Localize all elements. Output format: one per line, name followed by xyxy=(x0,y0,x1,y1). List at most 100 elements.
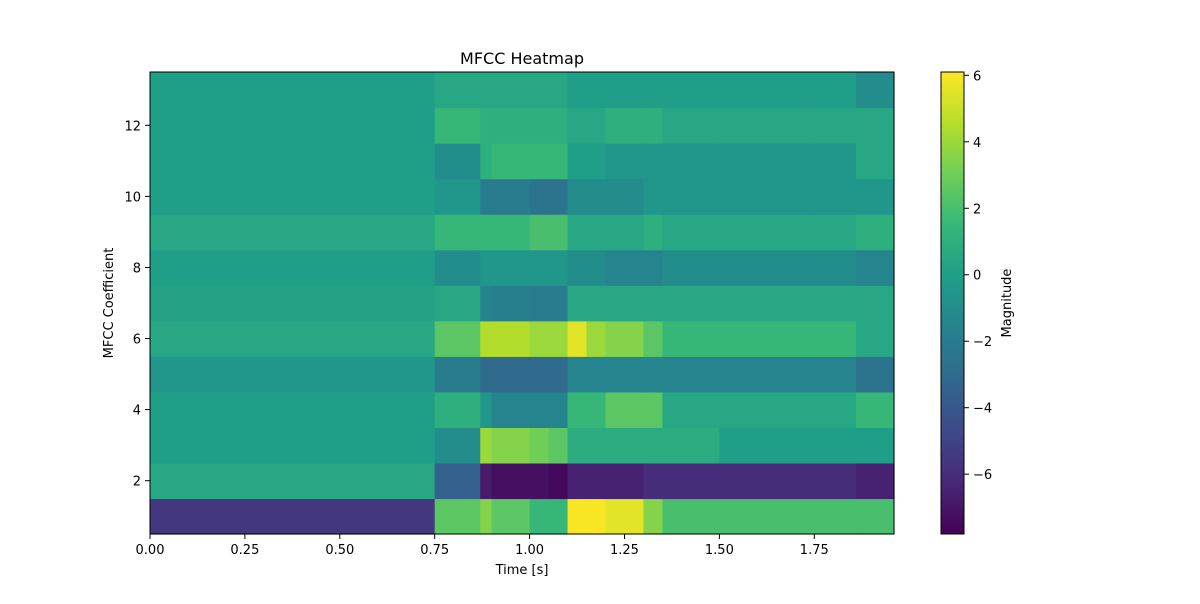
heatmap-cell xyxy=(567,462,588,500)
colorbar-tick-label: −6 xyxy=(973,468,992,483)
y-tick-label: 2 xyxy=(133,475,141,490)
heatmap-cell xyxy=(605,72,645,109)
heatmap-cell xyxy=(548,320,569,357)
heatmap-cell xyxy=(567,356,588,393)
heatmap-cell xyxy=(529,107,550,144)
heatmap-cell xyxy=(339,320,436,357)
heatmap-cell xyxy=(719,214,815,251)
heatmap-cell xyxy=(643,249,664,286)
heatmap-cell xyxy=(662,214,720,251)
heatmap-cell xyxy=(605,214,645,251)
heatmap-cell xyxy=(434,107,466,144)
heatmap-cell xyxy=(339,178,436,215)
heatmap-cell xyxy=(856,72,895,109)
heatmap-cell xyxy=(491,72,531,109)
heatmap-cell xyxy=(719,72,815,109)
heatmap-cell xyxy=(491,356,531,393)
heatmap-cell xyxy=(856,107,895,144)
heatmap-cell xyxy=(814,498,857,535)
chart-title: MFCC Heatmap xyxy=(460,49,584,68)
y-tick-label: 8 xyxy=(133,261,141,276)
heatmap-cell xyxy=(491,462,531,500)
heatmap-cell xyxy=(434,72,466,109)
heatmap-cell xyxy=(150,178,341,215)
heatmap-cell xyxy=(548,391,569,428)
colorbar-tick-label: 0 xyxy=(973,269,981,284)
y-tick-label: 10 xyxy=(124,190,141,205)
heatmap-cell xyxy=(548,356,569,393)
heatmap-cell xyxy=(150,285,341,322)
x-tick-label: 0.25 xyxy=(230,543,259,558)
heatmap-cell xyxy=(465,462,481,500)
heatmap-cell xyxy=(567,72,588,109)
heatmap-cell xyxy=(567,285,588,322)
heatmap-cell xyxy=(586,285,607,322)
heatmap-cell xyxy=(814,214,857,251)
heatmap-cell xyxy=(662,498,720,535)
heatmap-cell xyxy=(150,356,341,393)
colorbar-ticks: −6 −4 −2 0 2 4 6 xyxy=(964,69,992,483)
colorbar-tick-label: −4 xyxy=(973,402,992,417)
heatmap-cell xyxy=(150,320,341,357)
heatmap-cell xyxy=(643,72,664,109)
heatmap-cell xyxy=(567,178,588,215)
heatmap-cell xyxy=(814,178,857,215)
heatmap-cell xyxy=(586,320,607,357)
heatmap-cell xyxy=(719,391,815,428)
heatmap-cell xyxy=(814,462,857,500)
heatmap-cell xyxy=(856,214,895,251)
heatmap-cell xyxy=(605,143,645,180)
heatmap-cell xyxy=(548,498,569,535)
heatmap-cell xyxy=(465,72,481,109)
heatmap-cell xyxy=(480,214,493,251)
heatmap-cell xyxy=(586,178,607,215)
heatmap-cell xyxy=(586,143,607,180)
heatmap-cell xyxy=(465,427,481,464)
heatmap-cell xyxy=(719,462,815,500)
heatmap-cell xyxy=(662,320,720,357)
heatmap-cell xyxy=(150,214,341,251)
heatmap-cell xyxy=(814,320,857,357)
heatmap-cell xyxy=(586,214,607,251)
heatmap-cell xyxy=(814,72,857,109)
heatmap-cell xyxy=(339,356,436,393)
heatmap-cell xyxy=(529,427,550,464)
heatmap-cell xyxy=(339,72,436,109)
heatmap-cell xyxy=(643,320,664,357)
heatmap-cell xyxy=(643,391,664,428)
heatmap-cell xyxy=(150,107,341,144)
heatmap-cell xyxy=(719,285,815,322)
colorbar-tick-label: 2 xyxy=(973,202,981,217)
heatmap-cell xyxy=(814,391,857,428)
heatmap-cell xyxy=(548,249,569,286)
heatmap-cell xyxy=(339,427,436,464)
heatmap-cell xyxy=(150,498,341,535)
heatmap-cell xyxy=(662,72,720,109)
heatmap-cell xyxy=(605,249,645,286)
heatmap-cell xyxy=(480,249,493,286)
heatmap-cell xyxy=(465,391,481,428)
heatmap-cell xyxy=(586,391,607,428)
heatmap-cell xyxy=(567,320,588,357)
heatmap-cell xyxy=(434,214,466,251)
heatmap-cell xyxy=(480,107,493,144)
heatmap-cell xyxy=(548,178,569,215)
heatmap-cell xyxy=(643,214,664,251)
heatmap-cell xyxy=(529,249,550,286)
heatmap-cell xyxy=(480,178,493,215)
heatmap-cell xyxy=(465,285,481,322)
heatmap-cell xyxy=(643,285,664,322)
heatmap-cell xyxy=(605,107,645,144)
heatmap-cell xyxy=(586,427,607,464)
heatmap-cell xyxy=(465,178,481,215)
heatmap-cell xyxy=(529,178,550,215)
y-tick-label: 6 xyxy=(133,333,141,348)
heatmap-cell xyxy=(480,462,493,500)
heatmap-cell xyxy=(434,427,466,464)
heatmap-cell xyxy=(856,320,895,357)
heatmap-cell xyxy=(662,107,720,144)
y-axis-ticks: 2 4 6 8 10 12 xyxy=(124,119,150,490)
heatmap-cell xyxy=(605,285,645,322)
heatmap-cell xyxy=(662,285,720,322)
